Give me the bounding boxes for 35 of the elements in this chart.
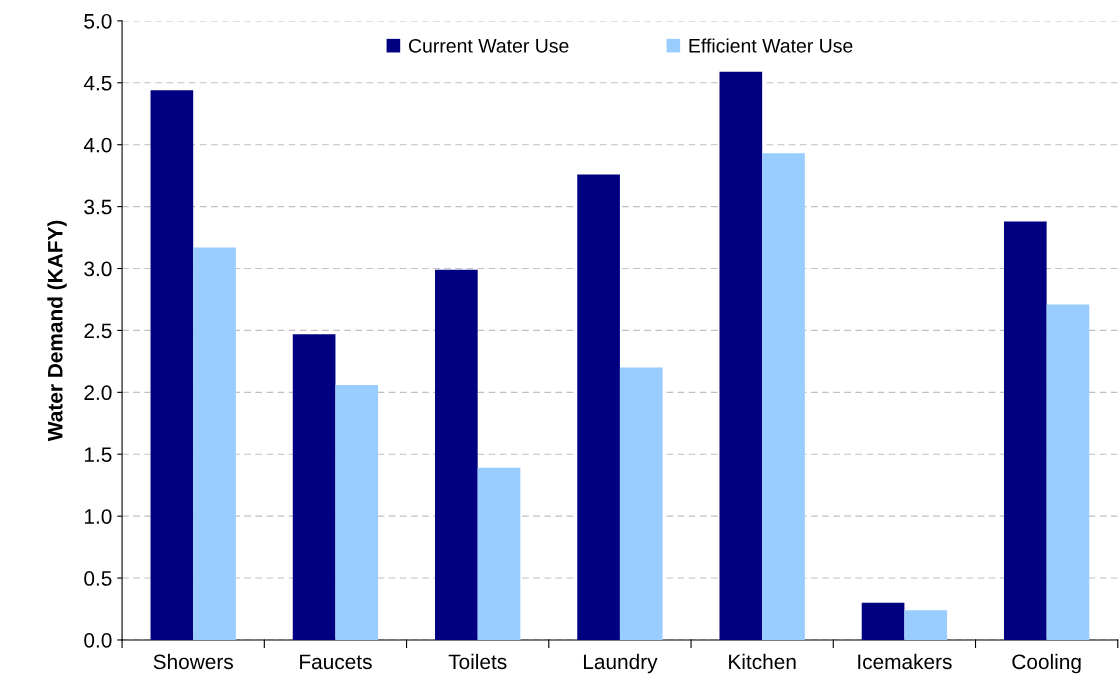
y-tick-label: 2.0 (84, 385, 112, 401)
y-tick-label: 0.0 (84, 632, 112, 648)
y-tick-label: 5.0 (84, 13, 112, 29)
y-tick-label: 3.0 (84, 261, 112, 277)
bar (150, 90, 194, 640)
bar (292, 334, 336, 640)
bar (577, 174, 620, 640)
x-tick-label: Showers (153, 653, 233, 670)
x-tick-label: Icemakers (858, 653, 952, 670)
y-tick-label: 4.0 (83, 137, 112, 153)
bar (904, 610, 948, 640)
y-tick-label: 2.5 (84, 323, 112, 339)
legend-label: Current Water Use (408, 38, 569, 53)
x-tick-label: Kitchen (729, 653, 796, 670)
x-tick-label: Toilets (448, 653, 507, 670)
y-tick-label: 1.5 (84, 447, 112, 462)
bar (477, 467, 521, 640)
bar (719, 71, 763, 640)
y-tick-label: 0.5 (84, 571, 112, 586)
x-tick-label: Faucets (300, 654, 372, 670)
legend-label: Efficient Water Use (689, 38, 853, 53)
bar (619, 367, 663, 640)
bar (861, 602, 905, 640)
x-tick-label: Laundry (583, 653, 658, 674)
x-tick-label: Cooling (1012, 653, 1081, 674)
y-tick-label: 3.5 (84, 199, 112, 215)
y-axis-title: Water Demand (KAFY) (47, 220, 67, 442)
y-tick-label: 1.0 (84, 509, 112, 524)
bar (335, 384, 379, 640)
bar (1046, 304, 1090, 640)
bar (762, 153, 805, 640)
bar (193, 247, 236, 640)
bar (435, 269, 478, 640)
y-tick-label: 4.5 (83, 76, 112, 91)
bar (1003, 221, 1047, 640)
